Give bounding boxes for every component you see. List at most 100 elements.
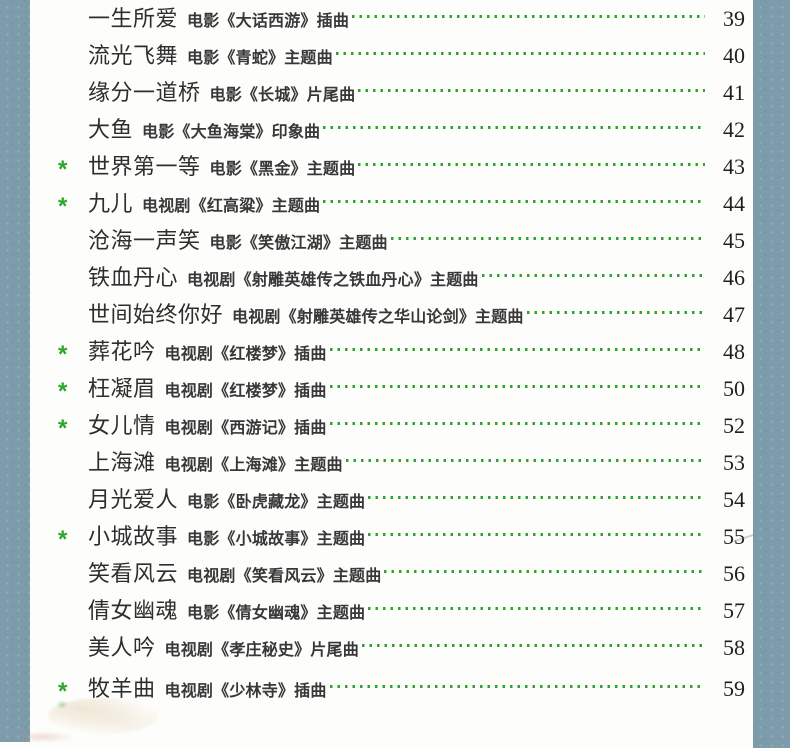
song-title: 沧海一声笑 xyxy=(88,228,201,253)
page-number: 53 xyxy=(723,450,745,475)
page-number: 55 xyxy=(723,524,745,549)
song-title: 美人吟 xyxy=(88,635,156,660)
song-title: 铁血丹心 xyxy=(88,265,179,290)
dot-leader xyxy=(368,607,705,610)
song-source: 电影《大鱼海棠》印象曲 xyxy=(142,124,321,141)
left-binding-strip xyxy=(0,0,30,742)
song-source: 电视剧《红楼梦》插曲 xyxy=(164,383,327,400)
song-title: 流光飞舞 xyxy=(88,43,179,68)
song-source: 电影《黑金》主题曲 xyxy=(209,161,356,178)
star-marker-icon: * xyxy=(58,156,68,183)
star-marker-icon: * xyxy=(58,526,68,553)
song-title: 女儿情 xyxy=(88,413,156,438)
dot-leader xyxy=(329,348,705,351)
toc-entry: * 葬花吟 电视剧《红楼梦》插曲 48 xyxy=(30,334,753,371)
song-title: 一生所爱 xyxy=(88,6,179,31)
toc-entry: 缘分一道桥 电影《长城》片尾曲 41 xyxy=(30,75,753,112)
song-title: 牧羊曲 xyxy=(88,676,156,701)
dot-leader xyxy=(352,15,705,18)
song-source: 电视剧《西游记》插曲 xyxy=(164,420,327,437)
page-number: 46 xyxy=(723,265,745,290)
dot-leader xyxy=(481,274,705,277)
dot-leader xyxy=(345,459,705,462)
dot-leader xyxy=(384,570,705,573)
toc-entry: 上海滩 电视剧《上海滩》主题曲 53 xyxy=(30,445,753,482)
dot-leader xyxy=(526,311,705,314)
page-number: 42 xyxy=(723,117,745,142)
page-number: 52 xyxy=(723,413,745,438)
song-title: 小城故事 xyxy=(88,524,179,549)
toc-entry: * 女儿情 电视剧《西游记》插曲 52 xyxy=(30,408,753,445)
song-source: 电视剧《红高粱》主题曲 xyxy=(142,198,321,215)
song-source: 电影《卧虎藏龙》主题曲 xyxy=(187,494,366,511)
toc-entry: 笑看风云 电视剧《笑看风云》主题曲 56 xyxy=(30,556,753,593)
dot-leader xyxy=(323,126,705,129)
song-title: 世界第一等 xyxy=(88,154,201,179)
dot-leader xyxy=(329,422,705,425)
song-title: 缘分一道桥 xyxy=(88,80,201,105)
toc-entry: * 牧羊曲 电视剧《少林寺》插曲 59 xyxy=(30,671,753,708)
page-number: 40 xyxy=(723,43,745,68)
dot-leader xyxy=(358,163,705,166)
song-title: 世间始终你好 xyxy=(88,302,224,327)
dot-leader xyxy=(323,200,705,203)
page-number: 48 xyxy=(723,339,745,364)
page-number: 59 xyxy=(723,676,745,701)
right-binding-strip xyxy=(753,0,790,748)
song-title: 枉凝眉 xyxy=(88,376,156,401)
toc-entry: * 九儿 电视剧《红高粱》主题曲 44 xyxy=(30,186,753,223)
toc-entry: 一生所爱 电影《大话西游》插曲 39 xyxy=(30,1,753,38)
page-number: 45 xyxy=(723,228,745,253)
star-marker-icon: * xyxy=(58,678,68,705)
page-number: 43 xyxy=(723,154,745,179)
page-number: 44 xyxy=(723,191,745,216)
song-title: 上海滩 xyxy=(88,450,156,475)
strip-texture xyxy=(753,0,790,748)
table-of-contents: 一生所爱 电影《大话西游》插曲 39 流光飞舞 电影《青蛇》主题曲 40 缘分一… xyxy=(30,0,753,708)
star-marker-icon: * xyxy=(58,378,68,405)
toc-entry: 流光飞舞 电影《青蛇》主题曲 40 xyxy=(30,38,753,75)
page-number: 39 xyxy=(723,6,745,31)
toc-entry: 世间始终你好 电视剧《射雕英雄传之华山论剑》主题曲 47 xyxy=(30,297,753,334)
star-marker-icon: * xyxy=(58,341,68,368)
page-number: 50 xyxy=(723,376,745,401)
dot-leader xyxy=(335,52,705,55)
dot-leader xyxy=(358,89,705,92)
song-title: 葬花吟 xyxy=(88,339,156,364)
song-source: 电视剧《笑看风云》主题曲 xyxy=(187,568,382,585)
star-marker-icon: * xyxy=(58,193,68,220)
song-source: 电影《笑傲江湖》主题曲 xyxy=(209,235,388,252)
song-title: 九儿 xyxy=(88,191,134,216)
toc-entry: 倩女幽魂 电影《倩女幽魂》主题曲 57 xyxy=(30,593,753,630)
dot-leader xyxy=(329,385,705,388)
dot-leader xyxy=(368,533,705,536)
dot-leader xyxy=(390,237,705,240)
song-source: 电视剧《上海滩》主题曲 xyxy=(164,457,343,474)
song-title: 笑看风云 xyxy=(88,561,179,586)
page-number: 58 xyxy=(723,635,745,660)
song-title: 倩女幽魂 xyxy=(88,598,179,623)
toc-entry: * 世界第一等 电影《黑金》主题曲 43 xyxy=(30,149,753,186)
song-source: 电视剧《射雕英雄传之铁血丹心》主题曲 xyxy=(187,272,479,289)
song-source: 电影《大话西游》插曲 xyxy=(187,13,350,30)
dot-leader xyxy=(368,496,705,499)
page-number: 41 xyxy=(723,80,745,105)
song-source: 电视剧《红楼梦》插曲 xyxy=(164,346,327,363)
song-source: 电影《倩女幽魂》主题曲 xyxy=(187,605,366,622)
song-source: 电视剧《射雕英雄传之华山论剑》主题曲 xyxy=(232,309,524,326)
song-source: 电视剧《孝庄秘史》片尾曲 xyxy=(164,642,359,659)
toc-entry: 大鱼 电影《大鱼海棠》印象曲 42 xyxy=(30,112,753,149)
page-number: 54 xyxy=(723,487,745,512)
star-marker-icon: * xyxy=(58,415,68,442)
toc-entry: 铁血丹心 电视剧《射雕英雄传之铁血丹心》主题曲 46 xyxy=(30,260,753,297)
toc-entry: 沧海一声笑 电影《笑傲江湖》主题曲 45 xyxy=(30,223,753,260)
toc-entry: 月光爱人 电影《卧虎藏龙》主题曲 54 xyxy=(30,482,753,519)
dot-leader xyxy=(361,644,705,647)
song-title: 大鱼 xyxy=(88,117,134,142)
page-number: 57 xyxy=(723,598,745,623)
song-title: 月光爱人 xyxy=(88,487,179,512)
toc-entry: * 小城故事 电影《小城故事》主题曲 55 xyxy=(30,519,753,556)
song-source: 电影《长城》片尾曲 xyxy=(209,87,356,104)
dot-leader xyxy=(329,685,705,688)
